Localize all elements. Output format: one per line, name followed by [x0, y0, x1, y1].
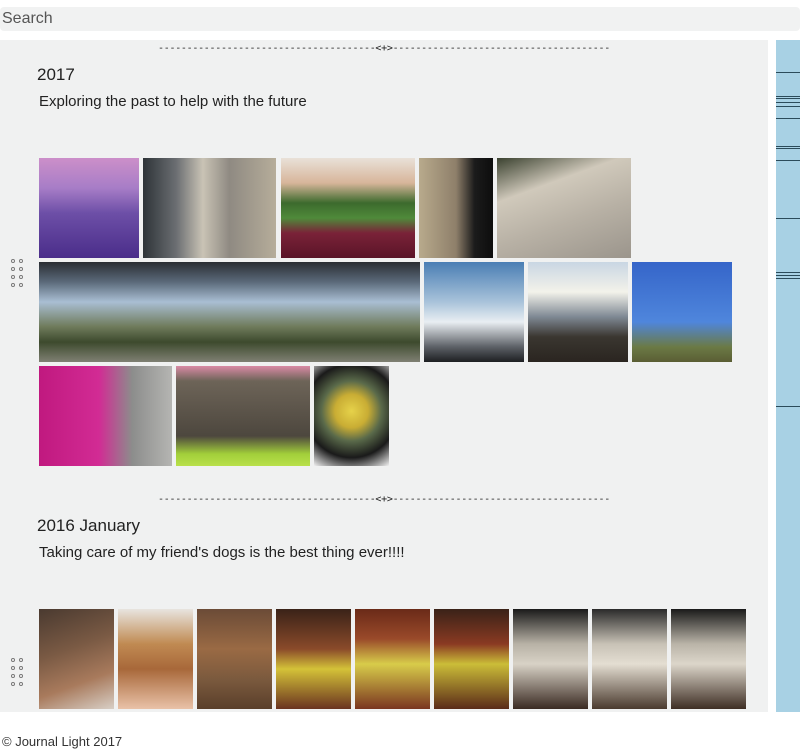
photo-cloudy-sky[interactable]: [424, 262, 524, 362]
photo-dog-2[interactable]: [118, 609, 193, 709]
photo-citrus-bowl[interactable]: [314, 366, 389, 466]
entry-divider: --------------------------------------<+…: [158, 494, 610, 505]
photo-pink-bougainvillea[interactable]: [39, 366, 172, 466]
photo-window-frame[interactable]: [419, 158, 493, 258]
footer-copyright: © Journal Light 2017: [2, 734, 123, 749]
photo-dog-8[interactable]: [592, 609, 667, 709]
entry-title: 2016 January: [37, 516, 141, 535]
photo-planter-box-plants[interactable]: [281, 158, 415, 258]
entry-title: 2017: [37, 65, 75, 84]
photo-framed-artwork[interactable]: [176, 366, 310, 466]
drag-handle-icon[interactable]: [10, 258, 26, 290]
photo-ocean-sunlight[interactable]: [528, 262, 628, 362]
photo-dog-7[interactable]: [513, 609, 588, 709]
photo-dog-4[interactable]: [276, 609, 351, 709]
entry-text: Exploring the past to help with the futu…: [39, 93, 307, 110]
photo-dog-5[interactable]: [355, 609, 430, 709]
photo-dog-9[interactable]: [671, 609, 746, 709]
scrollbar[interactable]: [776, 40, 800, 712]
drag-handle-icon[interactable]: [10, 657, 26, 689]
photo-pergola-panorama[interactable]: [39, 262, 420, 362]
photo-dog-6[interactable]: [434, 609, 509, 709]
photo-sunset-over-water[interactable]: [39, 158, 139, 258]
photo-dog-1[interactable]: [39, 609, 114, 709]
journal-feed[interactable]: --------------------------------------<+…: [0, 40, 768, 712]
photo-painted-pavement[interactable]: [497, 158, 631, 258]
photo-street-mural-wall[interactable]: [143, 158, 276, 258]
photo-kite-in-sky[interactable]: [632, 262, 732, 362]
entry-text: Taking care of my friend's dogs is the b…: [39, 544, 405, 561]
photo-dog-3[interactable]: [197, 609, 272, 709]
search-input[interactable]: [0, 7, 800, 31]
entry-divider: --------------------------------------<+…: [158, 43, 610, 54]
